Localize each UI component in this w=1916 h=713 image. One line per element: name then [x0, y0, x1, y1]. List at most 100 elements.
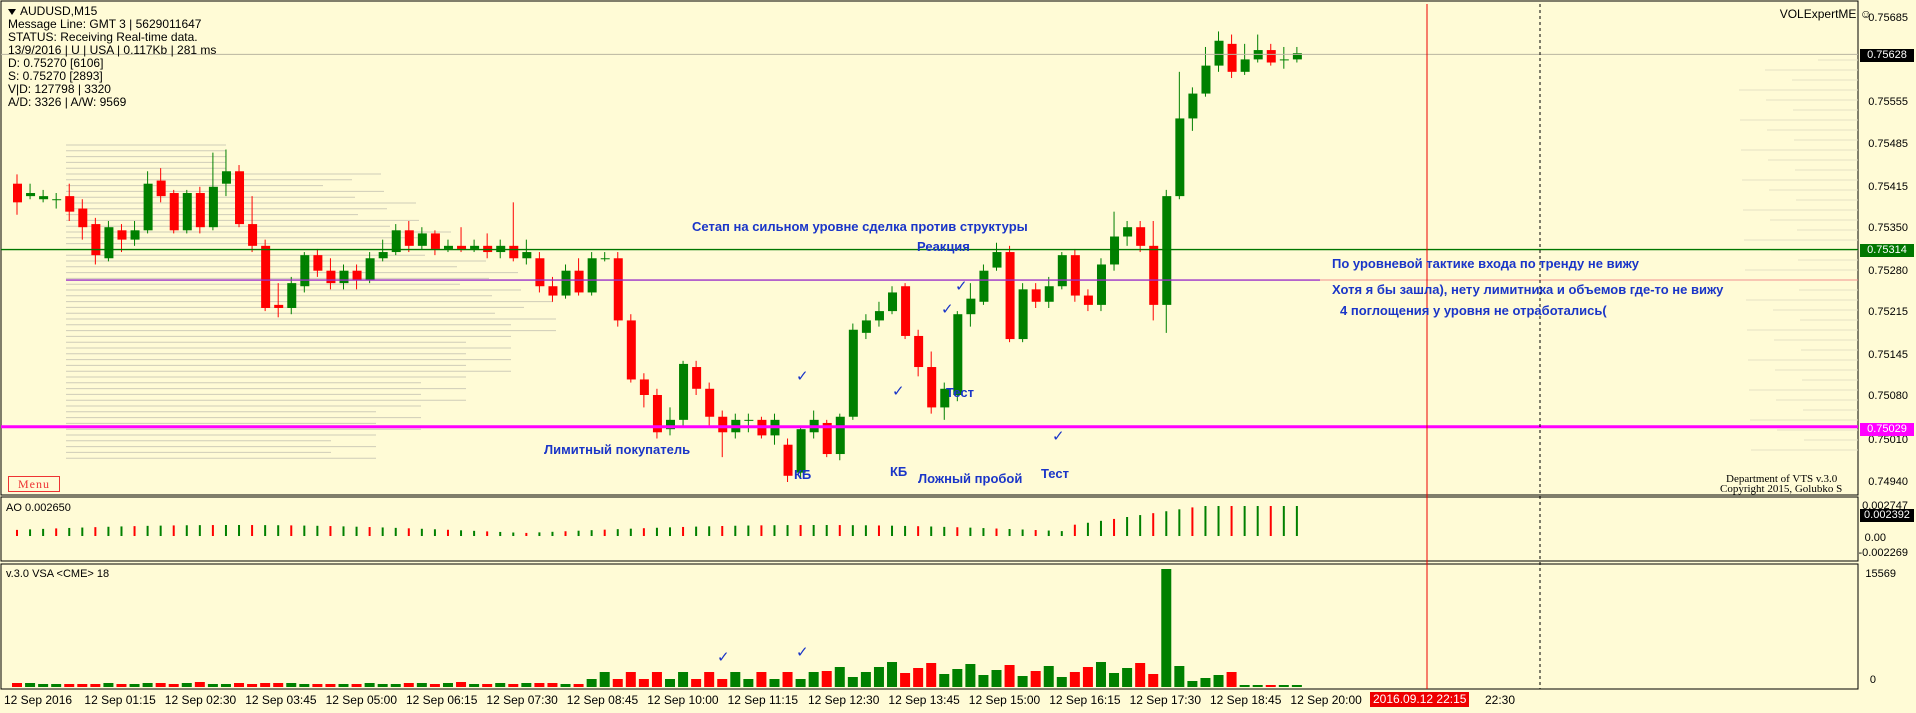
volume-bar [782, 672, 793, 687]
volume-bar [1043, 666, 1054, 687]
candle-body [822, 422, 832, 455]
volume-bar [103, 683, 114, 687]
time-axis-label: 12 Sep 07:30 [486, 693, 558, 707]
price-axis-label: 0.75555 [1868, 96, 1908, 108]
volume-bar [586, 679, 597, 687]
candle-body [561, 270, 571, 296]
candle-body [1005, 252, 1015, 340]
note-false-break: Ложный пробой [918, 471, 1023, 486]
time-axis-label: 12 Sep 16:15 [1049, 693, 1121, 707]
candle-body [91, 224, 101, 256]
candle-body [1227, 43, 1237, 72]
candle-body [65, 196, 75, 212]
volume-bar [142, 683, 153, 687]
expert-label: VOLExpertME ☺ [1779, 7, 1872, 21]
volume-bar [377, 684, 388, 687]
candle-body [953, 314, 963, 395]
candle-body [835, 416, 845, 455]
volume-bar [25, 683, 36, 687]
candle-body [1136, 227, 1146, 246]
price-axis-label: 0.75280 [1868, 265, 1908, 277]
volume-bar [860, 672, 871, 687]
ao-panel-frame [0, 496, 1859, 562]
price-axis-label: 0.75215 [1868, 306, 1908, 318]
candle-body [261, 245, 271, 308]
volume-bar [795, 679, 806, 687]
volume-bar [364, 683, 375, 687]
candle-body [509, 245, 519, 259]
candle-body [470, 245, 480, 249]
price-axis-label: 0.75145 [1868, 349, 1908, 361]
price-axis-label: 0.75685 [1868, 12, 1908, 24]
volume-bar [913, 668, 924, 687]
volume-bar [873, 667, 884, 687]
time-axis-label: 12 Sep 10:00 [647, 693, 719, 707]
price-axis-label: 0.75485 [1868, 138, 1908, 150]
note-test: Тест [946, 385, 974, 400]
volume-bar [116, 684, 127, 687]
volume-bar [260, 683, 271, 687]
candle-body [169, 193, 179, 231]
volume-bar [887, 662, 898, 687]
volume-bar [390, 684, 401, 687]
candle-body [1110, 236, 1120, 265]
candle-body [1044, 286, 1054, 302]
volume-bar [1109, 673, 1120, 687]
volume-bar [1161, 569, 1172, 687]
candle-body [1149, 245, 1159, 305]
volume-bar [573, 684, 584, 687]
volume-bar [1056, 677, 1067, 687]
volume-bar [965, 664, 976, 687]
check-mark-icon: ✓ [1052, 428, 1065, 445]
main-panel-frame [0, 0, 1859, 496]
time-axis-label: 12 Sep 13:45 [888, 693, 960, 707]
menu-button[interactable]: Menu [8, 476, 60, 492]
time-axis-label: 12 Sep 08:45 [566, 693, 639, 707]
candle-body [221, 171, 231, 184]
note-kb: КБ [794, 467, 812, 482]
volume-bar [730, 672, 741, 687]
candle-body [1096, 264, 1106, 305]
candle-body [378, 252, 388, 259]
price-axis-label: 0.75080 [1868, 390, 1908, 402]
time-axis-label: 12 Sep 11:15 [727, 693, 799, 707]
candle-body [26, 193, 36, 197]
vsa-label: v.3.0 VSA <CME> 18 [6, 568, 110, 580]
volume-bar [456, 682, 467, 687]
candle-body [235, 171, 245, 225]
info-line: A/D: 3326 | A/W: 9569 [8, 95, 127, 109]
volume-bar [495, 683, 506, 687]
volume-bar [612, 679, 623, 687]
volume-bar [168, 684, 179, 687]
time-cursor-tag: 2016.09.12 22:15 [1370, 692, 1470, 707]
candle-body [274, 304, 284, 308]
check-mark-icon: ✓ [941, 301, 954, 318]
volume-bar [64, 684, 75, 687]
time-axis-label: 12 Sep 17:30 [1129, 693, 1201, 707]
volume-bar [1095, 662, 1106, 687]
note-test: Тест [1041, 466, 1069, 481]
check-mark-icon: ✓ [955, 278, 968, 295]
vsa-axis-label: 0 [1869, 674, 1876, 686]
candle-body [287, 283, 297, 308]
candle-body [248, 224, 258, 246]
candle-body [901, 286, 911, 336]
candle-body [927, 367, 937, 408]
info-line: 13/9/2016 | U | USA | 0.117Kb | 281 ms [8, 43, 217, 57]
candle-body [639, 379, 649, 395]
candle-body [1292, 53, 1302, 60]
candle-body [1083, 295, 1093, 305]
check-mark-icon: ✓ [717, 649, 730, 666]
candle-body [1162, 196, 1172, 305]
candle-body [587, 258, 597, 293]
collapse-triangle-icon[interactable] [8, 8, 16, 15]
price-axis-label: 0.75350 [1868, 222, 1908, 234]
candle-body [430, 233, 440, 249]
volume-bar [1082, 667, 1093, 687]
candle-body [300, 255, 310, 287]
symbol-label: AUDUSD,M15 [20, 4, 98, 18]
ao-value-tag: 0.002392 [1860, 509, 1914, 522]
volume-bar [247, 684, 258, 687]
volume-bar [1030, 671, 1041, 687]
